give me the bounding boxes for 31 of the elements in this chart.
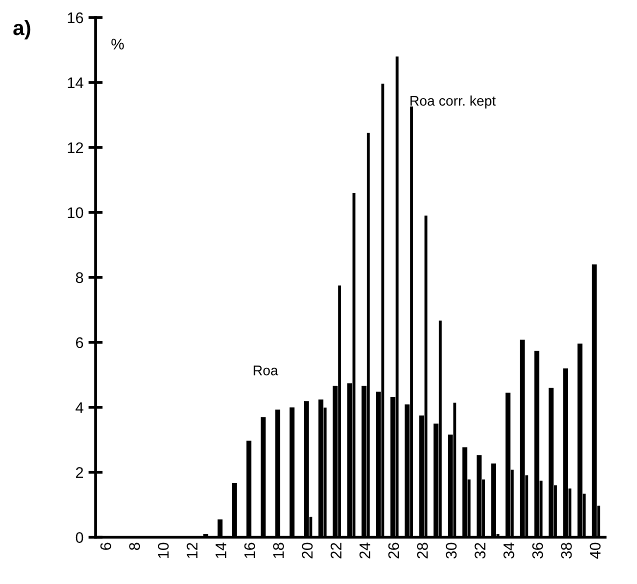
x-tick-label: 20 bbox=[302, 542, 313, 558]
x-tick-label: 34 bbox=[503, 542, 514, 559]
x-tick-label: 14 bbox=[216, 542, 226, 558]
y-tick-label: 6 bbox=[76, 337, 84, 348]
text: a) bbox=[13, 20, 30, 40]
x-tick-label: 10 bbox=[158, 542, 169, 558]
y-tick-label: 0 bbox=[76, 532, 84, 543]
x-tick-label: 22 bbox=[330, 542, 342, 558]
x-tick-label: 38 bbox=[561, 542, 572, 559]
y-tick-label: 8 bbox=[76, 272, 84, 284]
y-axis-title: % bbox=[111, 38, 124, 50]
x-tick-label: 18 bbox=[273, 542, 284, 558]
x-tick-label: 8 bbox=[129, 542, 140, 550]
x-tick-label: 6 bbox=[100, 542, 112, 550]
x-tick-label: 26 bbox=[388, 542, 400, 558]
x-tick-label: 16 bbox=[244, 542, 256, 558]
y-tick-label: 10 bbox=[68, 207, 84, 218]
x-tick-label: 24 bbox=[359, 542, 370, 558]
x-tick-label: 40 bbox=[590, 542, 601, 559]
x-tick-label: 36 bbox=[532, 542, 544, 559]
x-tick-label: 32 bbox=[474, 542, 486, 559]
x-tick-label: 12 bbox=[186, 542, 198, 558]
x-tick-label: 28 bbox=[417, 542, 428, 558]
y-tick-label: 4 bbox=[76, 402, 84, 413]
y-tick-label: 2 bbox=[76, 467, 83, 478]
series-label: Roa corr. kept bbox=[410, 96, 496, 108]
y-tick-label: 12 bbox=[68, 142, 83, 153]
text: Roa bbox=[254, 366, 278, 376]
y-tick-label: 16 bbox=[68, 12, 84, 24]
y-tick-label: 14 bbox=[68, 78, 84, 88]
x-tick-label: 30 bbox=[446, 542, 457, 559]
